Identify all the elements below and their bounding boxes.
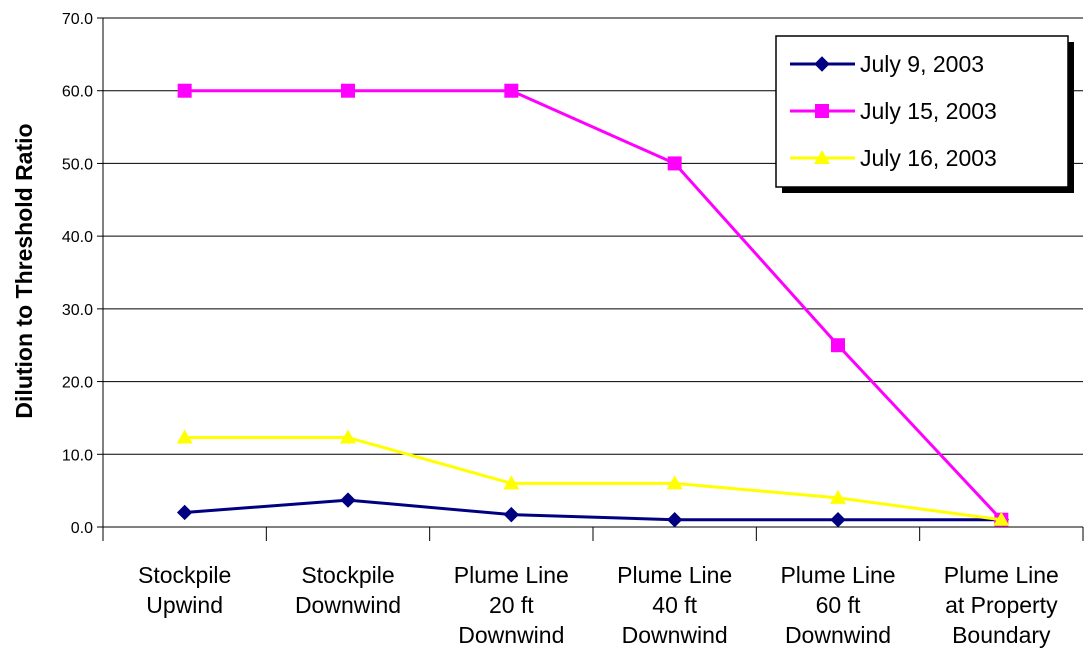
data-point [667,156,682,171]
data-point [176,429,193,444]
x-category-label: Plume Line 40 ft Downwind [617,562,732,648]
series-3 [176,429,1010,526]
x-category-label: Stockpile Downwind [295,562,401,618]
data-point [666,512,683,528]
legend-marker [814,56,830,72]
legend: July 9, 2003 July 15, 2003 July 16, 2003 [775,35,1074,193]
x-category-label: Plume Line 60 ft Downwind [780,562,895,648]
legend-label: July 9, 2003 [860,51,984,77]
data-point [830,512,846,528]
data-point [340,492,356,508]
data-point [830,489,846,504]
data-point [503,475,520,490]
y-tick-label: 0.0 [71,520,93,537]
data-point [666,475,683,490]
y-tick-label: 40.0 [62,229,93,246]
y-axis-label: Dilution to Threshold Ratio [11,123,37,418]
series-line [184,498,1002,522]
y-tick-label: 70.0 [62,11,93,28]
y-tick-label: 60.0 [62,84,93,101]
series-line [184,436,1002,522]
x-category-labels: Stockpile Upwind Stockpile Downwind Plume Li… [138,562,1059,648]
x-category-label: Stockpile Upwind [138,562,231,618]
data-point [831,338,845,353]
series-1 [176,492,1010,528]
data-point [503,506,520,523]
y-tick-label: 20.0 [62,375,93,392]
data-point [340,429,356,444]
series-layer [176,83,1010,528]
legend-label: July 15, 2003 [860,98,997,124]
y-tick-label: 30.0 [62,302,93,319]
x-category-label: Plume Line 20 ft Downwind [454,562,569,648]
data-point [341,83,355,98]
legend-label: July 16, 2003 [860,145,997,171]
x-category-label: Plume Line at Property Boundary [944,562,1059,648]
legend-marker [815,104,829,118]
y-tick-label: 10.0 [62,447,93,464]
data-point [176,504,193,521]
y-tick-label: 50.0 [62,156,93,173]
axes [97,17,1084,541]
legend-marker [814,150,830,164]
data-point [177,83,192,98]
y-tick-labels: 0.0 10.0 20.0 30.0 40.0 50.0 60.0 70.0 [62,11,93,537]
data-point [993,511,1010,526]
data-point [504,83,519,98]
series-line [184,89,1003,521]
